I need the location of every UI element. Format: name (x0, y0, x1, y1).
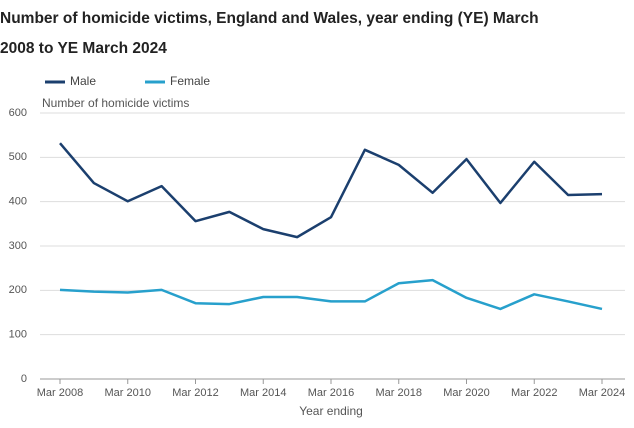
x-tick-label: Mar 2014 (240, 387, 286, 399)
legend-label: Male (70, 74, 96, 88)
x-tick-label: Mar 2024 (579, 387, 625, 399)
y-tick-label: 500 (9, 151, 27, 163)
x-tick-label: Mar 2008 (37, 387, 83, 399)
line-series (59, 278, 603, 311)
x-tick-label: Mar 2016 (308, 387, 354, 399)
x-tick-label: Mar 2020 (443, 387, 489, 399)
y-tick-label: 300 (9, 240, 27, 252)
y-tick-label: 400 (9, 196, 27, 208)
y-tick-label: 200 (9, 284, 27, 296)
x-tick-label: Mar 2018 (376, 387, 422, 399)
chart-title: Number of homicide victims, England and … (0, 10, 539, 57)
x-tick-label: Mar 2012 (172, 387, 218, 399)
line-series (59, 142, 603, 239)
x-tick-label: Mar 2022 (511, 387, 557, 399)
y-axis-label: Number of homicide victims (42, 96, 189, 110)
y-tick-label: 0 (21, 373, 27, 385)
y-tick-label: 100 (9, 329, 27, 341)
y-tick-label: 600 (9, 107, 27, 119)
legend-label: Female (170, 74, 210, 88)
x-tick-label: Mar 2010 (105, 387, 151, 399)
x-axis-label: Year ending (299, 404, 363, 418)
